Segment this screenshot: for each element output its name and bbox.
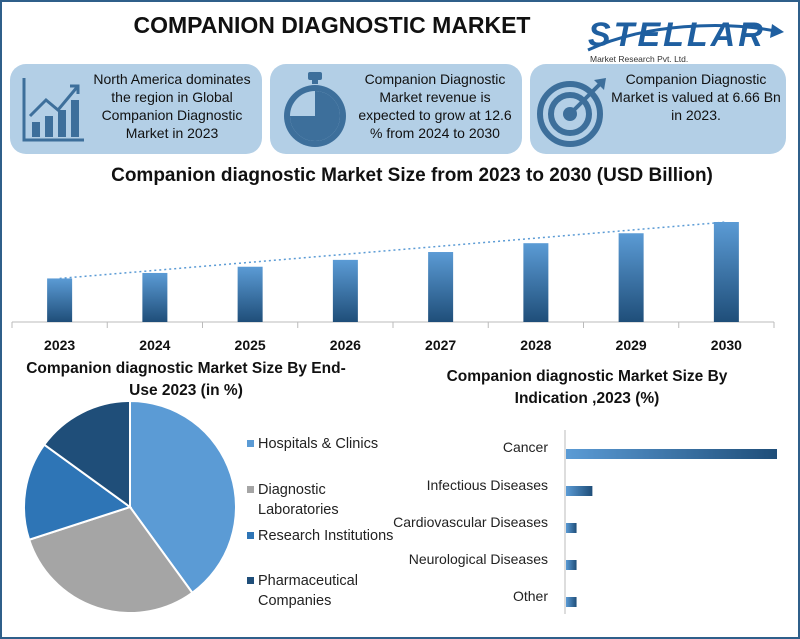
pie-slice-3 xyxy=(42,399,131,509)
bar-chart-title: Companion diagnostic Market Size from 20… xyxy=(111,165,713,186)
bar-2024 xyxy=(142,272,168,322)
pie-slice-1 xyxy=(27,505,194,614)
x-tick-label: 2029 xyxy=(616,337,647,353)
hbar-2 xyxy=(566,523,577,533)
hbar-3 xyxy=(566,560,577,570)
pie-slice-0 xyxy=(129,399,237,595)
target-icon xyxy=(537,78,606,147)
info-box-value: Companion Diagnostic Market is valued at… xyxy=(530,64,786,154)
trendline xyxy=(59,221,727,280)
legend-label: Diagnostic Laboratories xyxy=(258,482,339,518)
info-box-region: North America dominates the region in Gl… xyxy=(10,64,262,154)
indication-label: Cancer xyxy=(502,439,548,455)
hbar-0 xyxy=(566,449,777,459)
logo-tagline: Market Research Pvt. Ltd. xyxy=(590,54,689,64)
logo-swoosh xyxy=(587,24,784,52)
legend-label: Research Institutions xyxy=(258,528,394,544)
indication-label: Neurological Diseases xyxy=(408,551,548,567)
stopwatch-icon xyxy=(284,72,346,147)
legend-item-diagnostic: Diagnostic Laboratories xyxy=(247,480,398,520)
pie-slice-2 xyxy=(23,443,133,542)
legend-item-pharma: Pharmaceutical Companies xyxy=(247,571,398,611)
x-tick-label: 2023 xyxy=(44,337,75,353)
info-text-region: North America dominates the region in Gl… xyxy=(93,71,251,141)
stellar-logo: STELLAR Market Research Pvt. Ltd. xyxy=(574,10,790,66)
bar-2027 xyxy=(428,252,454,322)
legend-item-hospitals: Hospitals & Clinics xyxy=(247,434,398,454)
logo-name: STELLAR xyxy=(588,16,766,54)
indication-label: Other xyxy=(512,588,548,604)
info-text-growth: Companion Diagnostic Market revenue is e… xyxy=(358,71,512,141)
indication-label: Cardiovascular Diseases xyxy=(393,514,548,530)
bar-2029 xyxy=(618,233,644,322)
info-box-growth: Companion Diagnostic Market revenue is e… xyxy=(270,64,522,154)
x-tick-label: 2026 xyxy=(330,337,361,353)
pie-chart-title: Companion diagnostic Market Size By End-… xyxy=(26,360,346,399)
x-tick-label: 2028 xyxy=(520,337,551,353)
x-tick-label: 2025 xyxy=(235,337,266,353)
x-tick-label: 2024 xyxy=(139,337,170,353)
info-text-value: Companion Diagnostic Market is valued at… xyxy=(611,71,781,123)
x-tick-label: 2027 xyxy=(425,337,456,353)
bar-2030 xyxy=(713,222,739,322)
bar-2026 xyxy=(332,259,358,322)
bar-2028 xyxy=(523,243,549,322)
indication-chart-title: Companion diagnostic Market Size By Indi… xyxy=(446,368,728,407)
page-title: COMPANION DIAGNOSTIC MARKET xyxy=(133,12,531,38)
bar-2023 xyxy=(47,278,73,322)
legend-label: Hospitals & Clinics xyxy=(258,436,379,452)
x-tick-label: 2030 xyxy=(711,337,742,353)
legend-label: Pharmaceutical Companies xyxy=(258,573,358,609)
hbar-1 xyxy=(566,486,593,496)
bar-2025 xyxy=(237,266,263,322)
legend-item-research: Research Institutions xyxy=(247,526,398,546)
bar-growth-icon xyxy=(22,78,84,142)
indication-label: Infectious Diseases xyxy=(426,477,548,493)
pie-chart xyxy=(23,399,237,614)
hbar-4 xyxy=(566,597,577,607)
